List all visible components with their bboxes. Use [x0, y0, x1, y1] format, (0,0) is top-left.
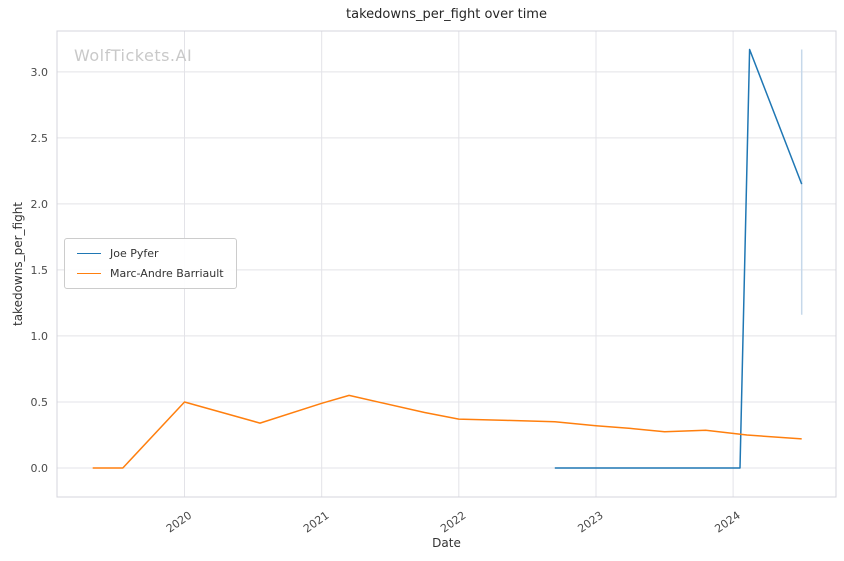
legend-label-joe-pyfer: Joe Pyfer [110, 247, 159, 260]
legend-line-joe-pyfer [77, 253, 101, 254]
svg-text:2020: 2020 [164, 509, 194, 536]
watermark: WolfTickets.AI [74, 46, 193, 65]
svg-text:0.5: 0.5 [31, 396, 49, 409]
legend: Joe Pyfer Marc-Andre Barriault [64, 238, 237, 289]
svg-text:2024: 2024 [712, 509, 742, 536]
svg-text:2.0: 2.0 [31, 198, 49, 211]
x-axis-label: Date [432, 536, 461, 550]
svg-text:0.0: 0.0 [31, 462, 49, 475]
svg-text:1.0: 1.0 [31, 330, 49, 343]
svg-text:3.0: 3.0 [31, 66, 49, 79]
svg-text:1.5: 1.5 [31, 264, 49, 277]
legend-line-marc-andre-barriault [77, 273, 101, 274]
svg-text:2.5: 2.5 [31, 132, 49, 145]
legend-label-marc-andre-barriault: Marc-Andre Barriault [110, 267, 224, 280]
svg-text:2023: 2023 [575, 509, 605, 536]
chart-title: takedowns_per_fight over time [346, 7, 547, 22]
legend-entry-joe-pyfer: Joe Pyfer [77, 247, 224, 260]
legend-entry-marc-andre-barriault: Marc-Andre Barriault [77, 267, 224, 280]
y-axis-label: takedowns_per_fight [11, 201, 25, 327]
svg-text:2022: 2022 [438, 509, 468, 536]
svg-text:2021: 2021 [301, 509, 331, 536]
